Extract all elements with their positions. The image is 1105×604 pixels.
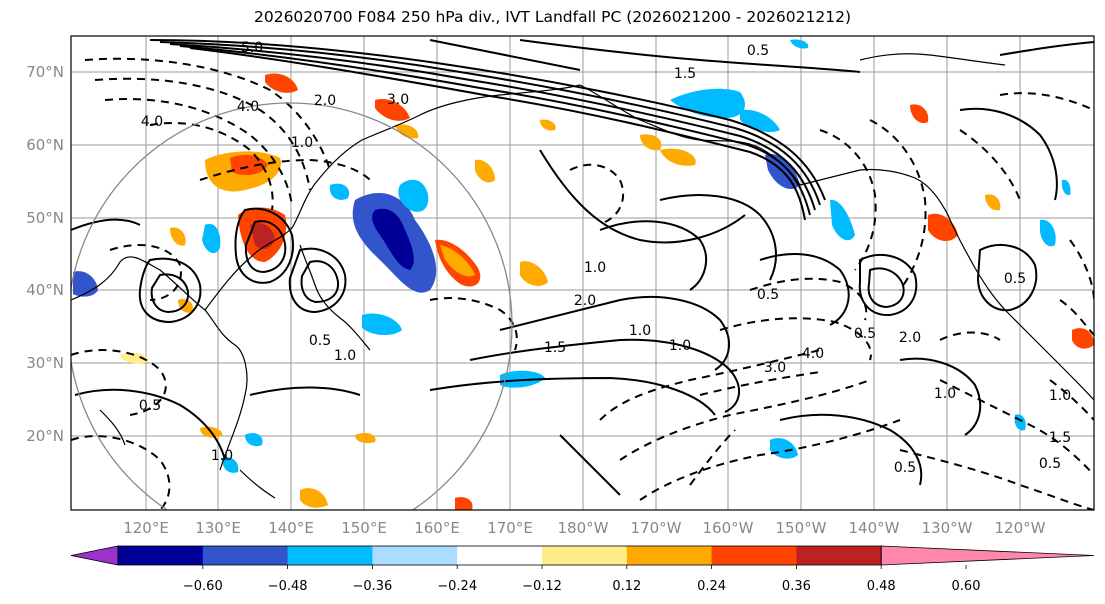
contour-labels: 5.04.04.0 3.02.01.50.51.01.00.51.51.01.00… [139,40,1071,476]
colorbar-extend-min [70,545,119,566]
contour-value-label: 0.5 [854,326,876,342]
colorbar-tick-label: −0.12 [522,579,562,594]
colorbar-tick-label: −0.48 [268,579,308,594]
colorbar-extend-max [880,545,1095,566]
colorbar-tick-label: −0.24 [437,579,477,594]
latitude-label: 40°N [26,281,64,299]
contour-value-label: 1.0 [584,260,606,276]
colorbar-outline [117,545,882,566]
colorbar-tick-label: 0.60 [952,579,981,594]
longitude-label: 170°E [487,519,533,537]
colorbar-segment [118,546,204,565]
colorbar-segment [626,546,713,565]
contour-value-label: 1.0 [211,448,233,464]
colorbar-tick-label: 0.48 [867,579,896,594]
contour-value-label: 1.5 [1049,430,1071,446]
longitude-label: 150°E [341,519,387,537]
latitude-label: 20°N [26,427,64,445]
longitude-label: 140°W [849,519,900,537]
contour-value-label: 1.0 [1049,388,1071,404]
contour-value-label: 2.0 [314,93,336,109]
colorbar-segment [796,546,882,565]
contour-value-label: 3.0 [764,360,786,376]
contour-value-label: 1.0 [334,348,356,364]
longitude-label: 160°E [414,519,460,537]
contour-value-label: 4.0 [237,99,259,115]
contour-value-label: 0.5 [139,398,161,414]
contour-value-label: 0.5 [1039,456,1061,472]
contour-value-label: 0.5 [309,333,331,349]
contour-value-label: 4.0 [802,346,824,362]
latitude-label: 70°N [26,63,64,81]
colorbar-segment [457,546,543,565]
negative-contours [71,57,1094,510]
longitude-labels: 120°E 130°E 140°E 150°E 160°E 170°E 180°W 170°W… [123,519,1045,537]
colorbar-tick-label: 0.24 [697,579,726,594]
contour-value-label: 1.0 [629,323,651,339]
contour-value-label: 0.5 [747,43,769,59]
contour-value-label: 1.0 [669,338,691,354]
longitude-label: 170°W [631,519,682,537]
longitude-label: 160°W [703,519,754,537]
contour-value-label: 4.0 [141,114,163,130]
latitude-label: 30°N [26,354,64,372]
contour-value-label: 1.0 [291,135,313,151]
longitude-label: 120°E [123,519,169,537]
contour-value-label: 5.0 [241,40,263,56]
contour-value-label: 2.0 [574,293,596,309]
colorbar-segment [202,546,289,565]
contour-value-label: 1.5 [544,340,566,356]
colorbar-tick-label: −0.36 [352,579,392,594]
contour-value-label: 3.0 [387,92,409,108]
contour-value-label: 0.5 [757,287,779,303]
contour-value-label: 1.5 [674,66,696,82]
latitude-label: 60°N [26,136,64,154]
contour-value-label: 2.0 [899,330,921,346]
contour-value-label: 0.5 [1004,271,1026,287]
latitude-label: 50°N [26,209,64,227]
map-title: 2026020700 F084 250 hPa div., IVT Landfa… [253,8,851,26]
contour-value-label: 0.5 [894,460,916,476]
colorbar-segment [542,546,628,565]
longitude-label: 130°E [195,519,241,537]
colorbar-tick-label: −0.60 [183,579,223,594]
landfall-radius-circle [71,102,513,510]
colorbar-segment [287,546,373,565]
latitude-labels: 70°N 60°N 50°N 40°N 30°N 20°N [26,63,64,445]
longitude-label: 140°E [268,519,314,537]
longitude-label: 120°W [995,519,1046,537]
positive-contours [71,39,1094,496]
longitude-label: 150°W [776,519,827,537]
colorbar-segment [711,546,797,565]
colorbar-tick-label: 0.36 [782,579,811,594]
contour-value-label: 1.0 [934,386,956,402]
colorbar: −0.60 −0.48 −0.36 −0.24 −0.12 0.12 0.24 0.36 0.4… [70,545,1095,594]
colorbar-tick-label: 0.12 [612,579,641,594]
longitude-label: 180°W [558,519,609,537]
colorbar-segment [372,546,458,565]
longitude-label: 130°W [922,519,973,537]
map-frame [70,35,1095,511]
